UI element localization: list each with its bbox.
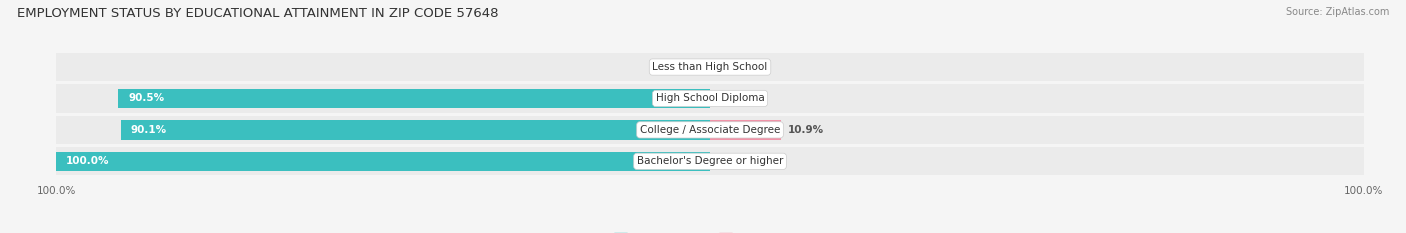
- Bar: [118, 89, 710, 108]
- Text: 0.0%: 0.0%: [668, 62, 697, 72]
- Text: 90.5%: 90.5%: [128, 93, 165, 103]
- Text: 0.0%: 0.0%: [723, 62, 752, 72]
- Bar: [56, 84, 1364, 113]
- Text: 100.0%: 100.0%: [66, 156, 110, 166]
- Bar: [56, 152, 710, 171]
- Text: 10.9%: 10.9%: [787, 125, 824, 135]
- Text: 0.0%: 0.0%: [723, 156, 752, 166]
- Text: Less than High School: Less than High School: [652, 62, 768, 72]
- Bar: [56, 53, 1364, 81]
- Text: College / Associate Degree: College / Associate Degree: [640, 125, 780, 135]
- Text: EMPLOYMENT STATUS BY EDUCATIONAL ATTAINMENT IN ZIP CODE 57648: EMPLOYMENT STATUS BY EDUCATIONAL ATTAINM…: [17, 7, 498, 20]
- Bar: [710, 120, 782, 140]
- Text: High School Diploma: High School Diploma: [655, 93, 765, 103]
- Bar: [121, 120, 710, 140]
- Text: 90.1%: 90.1%: [131, 125, 167, 135]
- Text: Source: ZipAtlas.com: Source: ZipAtlas.com: [1285, 7, 1389, 17]
- Text: 0.0%: 0.0%: [723, 93, 752, 103]
- Bar: [56, 147, 1364, 175]
- Bar: [56, 116, 1364, 144]
- Text: Bachelor's Degree or higher: Bachelor's Degree or higher: [637, 156, 783, 166]
- Legend: In Labor Force, Unemployed: In Labor Force, Unemployed: [610, 229, 810, 233]
